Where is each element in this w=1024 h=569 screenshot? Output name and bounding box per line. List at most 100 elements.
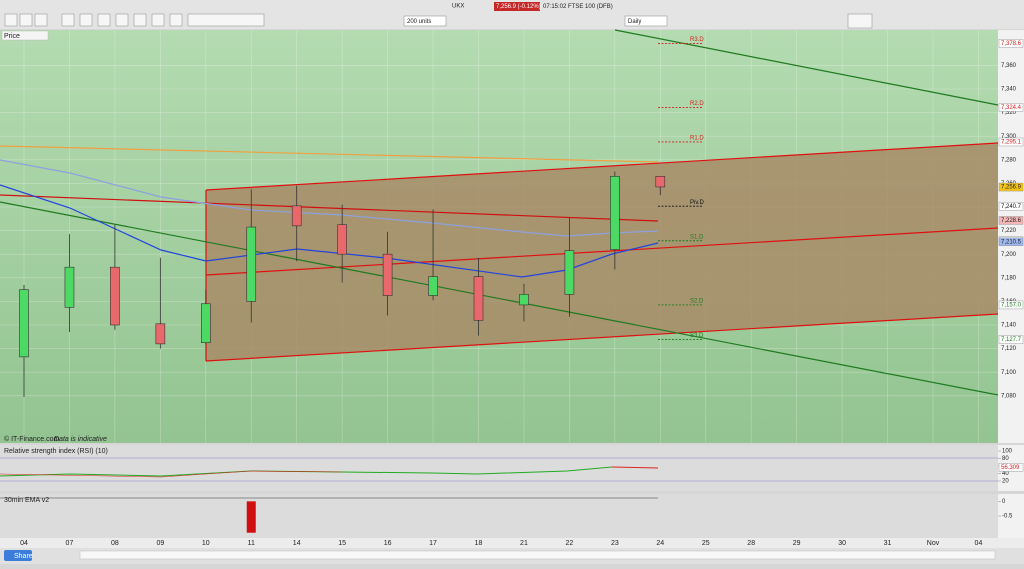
date-label: 17	[429, 540, 437, 547]
date-label: 22	[566, 540, 574, 547]
price-badge	[998, 182, 1024, 192]
candle-body	[382, 253, 393, 296]
units-select[interactable]	[403, 15, 447, 27]
date-label: 16	[384, 540, 392, 547]
price-badge	[998, 300, 1024, 310]
y-tick-label: 7,320	[1001, 110, 1017, 116]
date-label: 07	[66, 540, 74, 547]
candle-body	[246, 226, 257, 302]
date-label: 24	[656, 540, 664, 547]
date-label: 04	[975, 540, 983, 547]
rsi-badge-label: 56.309	[1001, 465, 1020, 471]
price-badge-label: 7,240.7	[1001, 204, 1022, 210]
symbol: UKX	[452, 4, 464, 10]
ema-plot-area	[0, 494, 998, 538]
candle-body	[155, 323, 166, 345]
price-badge	[998, 39, 1024, 48]
price-badge	[494, 2, 540, 11]
candle-body	[655, 176, 666, 188]
price-badge	[998, 201, 1024, 211]
y-tick-label: 7,220	[1001, 228, 1017, 234]
period-select[interactable]	[624, 15, 668, 27]
date-label: Nov	[927, 540, 940, 547]
y-tick-label: 7,100	[1001, 370, 1017, 376]
candle-body	[291, 205, 302, 227]
date-label: 18	[475, 540, 483, 547]
y-tick-label: 7,180	[1001, 275, 1017, 281]
price-badge	[998, 216, 1024, 225]
candle-body	[64, 266, 75, 308]
y-tick-label: 7,300	[1001, 134, 1017, 140]
price-badge-label: 7,157.0	[1001, 303, 1022, 309]
ema-axis	[998, 494, 1024, 538]
y-tick-label: 7,280	[1001, 157, 1017, 163]
date-label: 11	[248, 540, 255, 547]
price-badge-label: 7,378.6	[1001, 41, 1022, 47]
pivot-label: S2.D	[690, 299, 704, 305]
date-label: 31	[884, 540, 892, 547]
price-axis	[998, 30, 1024, 443]
date-label: 23	[611, 540, 619, 547]
share-label: Share	[14, 553, 33, 560]
period: Daily	[628, 19, 641, 25]
date-label: 21	[520, 540, 528, 547]
tool-icons	[4, 13, 873, 29]
rsi-badge	[998, 463, 1024, 472]
y-tick-label: 7,200	[1001, 252, 1017, 258]
y-tick-label: 7,080	[1001, 393, 1017, 399]
pivot-label: R1.D	[690, 136, 704, 142]
pivot-label: R2.D	[690, 101, 704, 107]
pivot-label: S3.D	[690, 333, 704, 339]
rsi-title: Relative strength index (RSI) (10)	[4, 448, 108, 455]
price: 7,256.9 (-0.12%)	[496, 4, 541, 10]
ema-title: 30min EMA v2	[4, 497, 49, 504]
candle-body	[201, 303, 211, 344]
pivot-label: S1.D	[690, 234, 704, 240]
price-badge-label: 7,256.9	[1001, 185, 1022, 191]
price-badge	[998, 335, 1024, 344]
overlays	[0, 29, 999, 396]
price-badge	[998, 237, 1024, 247]
credit-note: Data is indicative	[54, 436, 107, 443]
candle-body	[337, 224, 347, 255]
date-label: 30	[838, 540, 846, 547]
ema-bar	[246, 501, 256, 533]
price-badge	[998, 137, 1024, 147]
scrollbar[interactable]	[79, 550, 996, 560]
date-label: 25	[702, 540, 710, 547]
date-label: 09	[156, 540, 164, 547]
y-tick-label: 0	[1002, 499, 1006, 505]
candle-body	[610, 176, 620, 250]
rsi-plot-area	[0, 445, 998, 491]
date-label: 15	[338, 540, 346, 547]
candle-body	[19, 289, 29, 358]
date-label: 28	[747, 540, 755, 547]
y-tick-label: -0.5	[1002, 514, 1013, 520]
date-label: 08	[111, 540, 119, 547]
credit: © IT-Finance.com	[4, 435, 60, 443]
price-badge-label: 7,228.6	[1001, 218, 1022, 224]
date-label: 29	[793, 540, 801, 547]
price-badge-label: 7,210.5	[1001, 239, 1022, 245]
price-badge-label: 7,295.1	[1001, 140, 1022, 146]
pivot-label: R3.D	[690, 37, 704, 43]
candle-body	[110, 266, 120, 326]
share-button[interactable]	[4, 550, 32, 561]
date-label: 04	[20, 540, 28, 547]
panel-title: Price	[4, 33, 20, 40]
candle-body	[519, 294, 529, 306]
y-tick-label: 7,120	[1001, 346, 1017, 352]
rsi-signal	[0, 470, 343, 478]
instrument-info: 07:15:02 FTSE 100 (DFB)	[543, 4, 613, 10]
candle-body	[473, 276, 484, 321]
date-label: 10	[202, 540, 210, 547]
candle-body	[564, 250, 575, 295]
y-tick-label: 7,340	[1001, 87, 1017, 93]
panel-header	[1, 30, 49, 41]
pivot-label: Piv.D	[690, 200, 705, 206]
price-badge	[998, 103, 1024, 112]
date-axis	[0, 538, 1024, 548]
y-tick-label: 40	[1002, 471, 1009, 477]
y-tick-label: 80	[1002, 456, 1009, 462]
